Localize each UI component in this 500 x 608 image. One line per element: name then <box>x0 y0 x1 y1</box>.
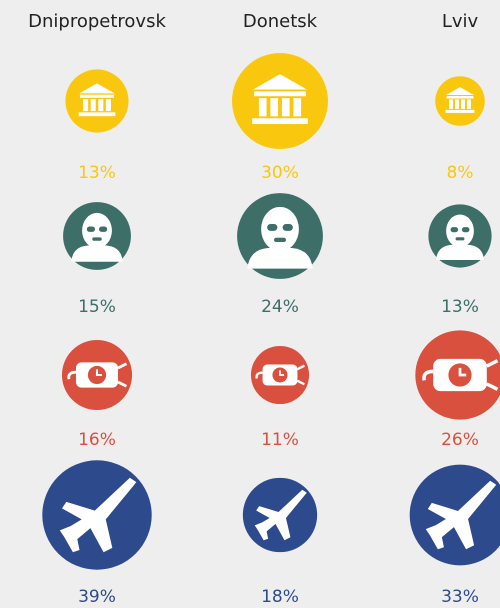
column-header: Dnipropetrovsk <box>28 11 166 32</box>
column-header: Donetsk <box>243 11 318 32</box>
value-label: 13% <box>441 297 479 317</box>
value-label: 18% <box>261 587 299 607</box>
bubble <box>65 69 129 133</box>
value-label: 15% <box>78 297 116 317</box>
bubble <box>435 76 485 126</box>
value-label: 33% <box>441 587 479 607</box>
value-label: 30% <box>261 163 299 183</box>
value-label: 13% <box>78 163 116 183</box>
value-label: 26% <box>441 430 479 450</box>
value-label: 39% <box>78 587 116 607</box>
value-label: 24% <box>261 297 299 317</box>
column-header: Lviv <box>442 11 479 32</box>
value-label: 8% <box>447 163 474 183</box>
value-label: 16% <box>78 430 116 450</box>
bubble <box>232 53 328 149</box>
value-label: 11% <box>261 430 299 450</box>
